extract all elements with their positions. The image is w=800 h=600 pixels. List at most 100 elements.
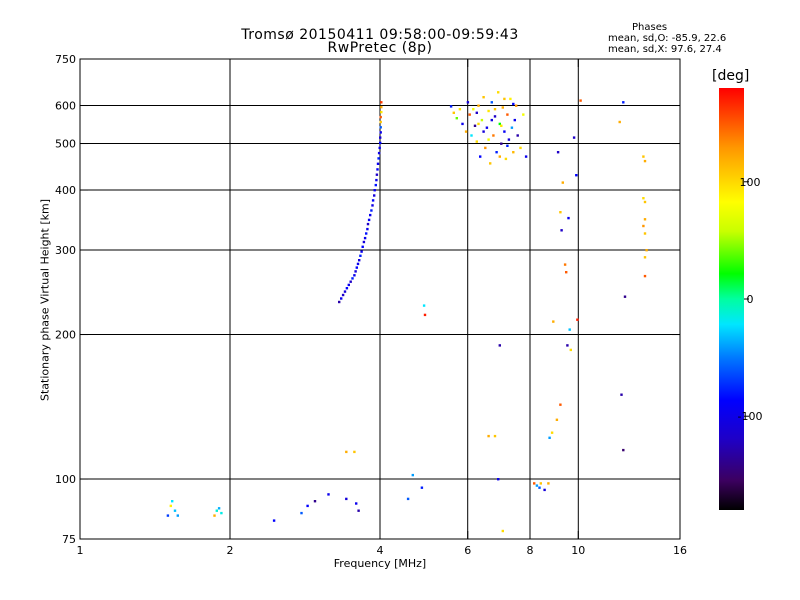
data-point <box>362 240 366 244</box>
colorbar-tick-label: 100 <box>740 176 761 189</box>
data-point <box>353 274 356 277</box>
data-point <box>565 271 568 274</box>
data-point <box>420 486 424 489</box>
x-tick-label: 16 <box>673 544 687 557</box>
data-point <box>563 263 567 266</box>
data-point <box>485 126 489 129</box>
data-point <box>379 131 382 134</box>
data-point <box>373 189 376 192</box>
y-tick-label: 100 <box>55 473 76 486</box>
data-point <box>370 209 373 212</box>
data-point <box>349 280 352 283</box>
data-point <box>487 434 490 438</box>
data-point <box>642 197 645 200</box>
data-point <box>356 262 360 266</box>
data-point <box>493 434 497 438</box>
x-axis-ticks: 1 2 4 6 8 10 16 <box>77 59 687 557</box>
data-point <box>375 173 379 176</box>
data-point <box>484 146 487 150</box>
data-point <box>166 514 170 517</box>
data-point <box>501 529 504 533</box>
data-point <box>379 136 382 139</box>
data-point <box>503 97 506 101</box>
data-point <box>355 266 358 269</box>
data-point <box>461 122 464 126</box>
data-point <box>477 122 480 126</box>
data-point <box>306 504 309 508</box>
data-point <box>500 142 503 145</box>
data-point <box>466 101 470 104</box>
y-tick-label: 600 <box>55 100 76 113</box>
colorbar-tick-label: -100 <box>738 410 763 423</box>
data-point <box>378 146 381 150</box>
data-point <box>567 216 570 220</box>
data-point <box>513 118 516 122</box>
data-point <box>169 504 172 508</box>
data-point <box>503 130 506 133</box>
data-point <box>576 318 579 321</box>
data-point <box>217 507 221 510</box>
data-point <box>367 218 371 222</box>
colorbar-title: [deg] <box>712 68 750 84</box>
x-tick-label: 1 <box>77 544 84 557</box>
data-point <box>480 118 484 122</box>
data-point <box>622 101 625 104</box>
data-point <box>353 450 356 454</box>
data-point <box>379 115 382 119</box>
data-point <box>543 488 546 492</box>
data-point <box>579 99 582 102</box>
data-point <box>449 105 453 108</box>
data-point <box>376 168 379 171</box>
data-points <box>166 91 648 533</box>
data-point <box>470 134 473 137</box>
y-tick-label: 400 <box>55 184 76 197</box>
x-tick-label: 8 <box>527 544 534 557</box>
data-point <box>347 283 350 287</box>
data-point <box>366 222 370 226</box>
y-axis-ticks: 75 100 200 300 400 500 600 750 <box>55 53 680 546</box>
data-point <box>472 108 475 111</box>
data-point <box>539 482 542 485</box>
data-point <box>510 126 514 129</box>
data-point <box>569 348 572 352</box>
data-point <box>642 155 645 158</box>
data-point <box>522 113 525 116</box>
data-point <box>559 211 562 214</box>
data-point <box>643 232 647 235</box>
data-point <box>533 482 536 485</box>
data-point <box>493 108 497 111</box>
data-point <box>566 344 569 347</box>
data-point <box>498 122 501 126</box>
colorbar-ticks: 100 0 -100 <box>738 176 763 423</box>
data-point <box>377 151 381 155</box>
data-point <box>411 473 414 477</box>
data-point <box>512 102 515 106</box>
data-point <box>643 218 647 221</box>
data-point <box>507 138 511 141</box>
data-point <box>479 155 482 158</box>
y-tick-label: 200 <box>55 329 76 342</box>
x-tick-label: 10 <box>571 544 585 557</box>
phases-o-stats: mean, sd,O: -85.9, 22.6 <box>608 33 727 44</box>
data-point <box>535 484 539 487</box>
data-point <box>340 297 343 300</box>
data-point <box>379 141 382 145</box>
data-point <box>643 274 647 278</box>
data-point <box>620 393 623 396</box>
data-point <box>371 199 375 202</box>
data-point <box>357 509 360 512</box>
data-point <box>519 146 522 150</box>
colorbar-tick-label: 0 <box>747 293 754 306</box>
data-point <box>327 493 330 496</box>
data-point <box>497 478 500 481</box>
data-point <box>458 108 462 111</box>
data-point <box>487 109 490 113</box>
data-point <box>473 124 477 127</box>
data-point <box>341 293 345 297</box>
data-point <box>373 194 376 197</box>
x-axis-label: Frequency [MHz] <box>333 557 427 570</box>
chart-subtitle: RwPretec (8p) <box>327 40 433 56</box>
data-point <box>482 96 485 99</box>
data-point <box>345 287 349 290</box>
